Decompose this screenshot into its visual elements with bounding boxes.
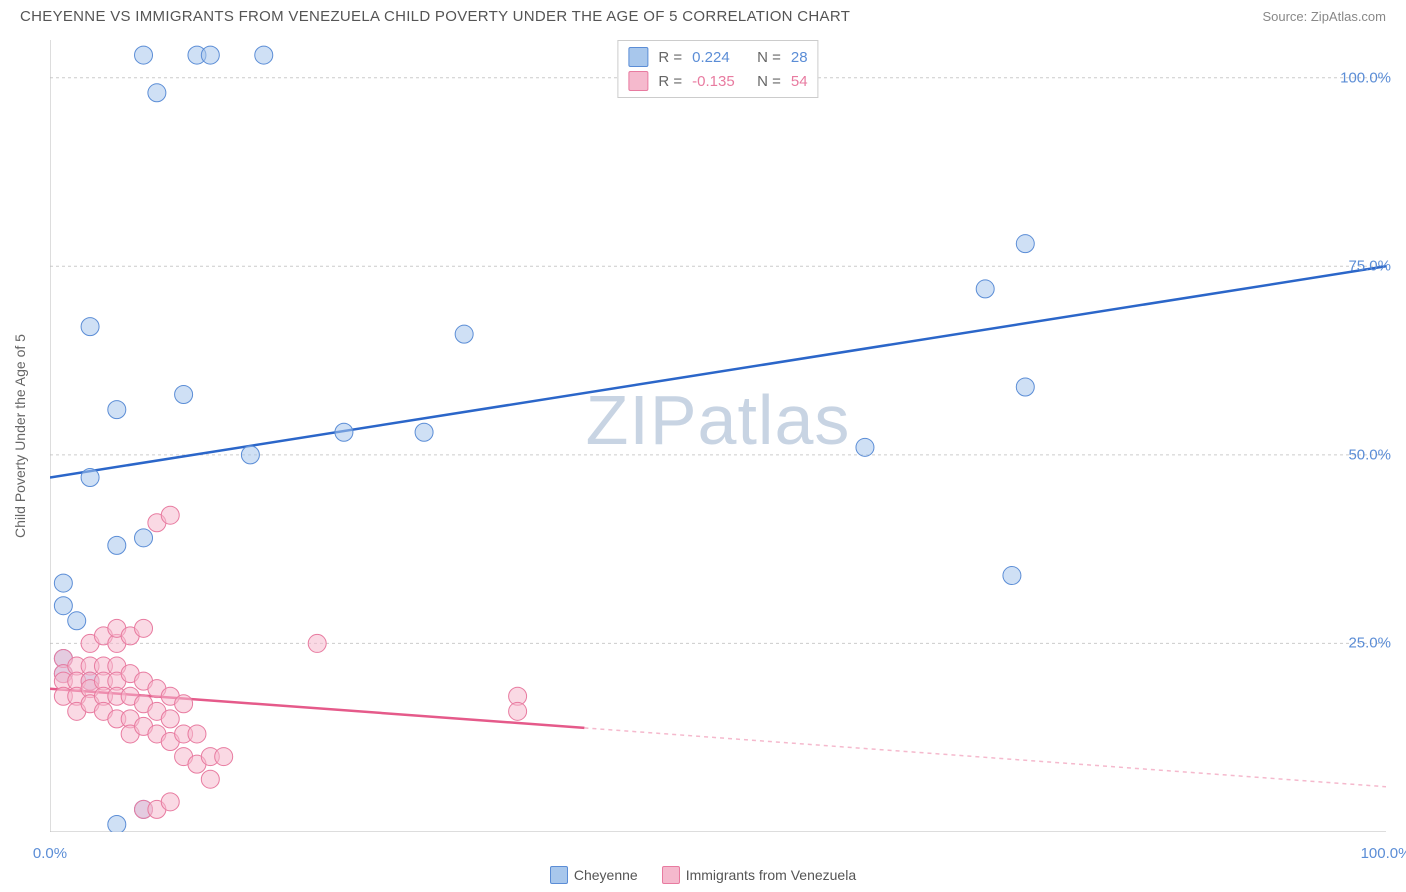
data-point (161, 710, 179, 728)
legend-swatch (550, 866, 568, 884)
data-point (108, 401, 126, 419)
data-point (1016, 235, 1034, 253)
data-point (509, 702, 527, 720)
data-point (161, 793, 179, 811)
data-point (54, 574, 72, 592)
data-point (976, 280, 994, 298)
data-point (81, 468, 99, 486)
legend-label: Cheyenne (574, 867, 638, 883)
stats-legend-row: R = -0.135 N = 54 (628, 69, 807, 93)
stat-r-value: 0.224 (692, 49, 747, 66)
y-tick-label: 25.0% (1348, 635, 1391, 652)
data-point (415, 423, 433, 441)
data-point (201, 770, 219, 788)
data-point (108, 536, 126, 554)
data-point (215, 748, 233, 766)
data-point (241, 446, 259, 464)
chart-area: Child Poverty Under the Age of 5 ZIPatla… (50, 40, 1386, 832)
data-point (54, 597, 72, 615)
stat-r-label: R = (658, 49, 682, 66)
y-tick-label: 75.0% (1348, 258, 1391, 275)
chart-header: CHEYENNE VS IMMIGRANTS FROM VENEZUELA CH… (0, 0, 1406, 25)
stat-r-label: R = (658, 73, 682, 90)
data-point (188, 725, 206, 743)
data-point (455, 325, 473, 343)
x-tick-label: 0.0% (33, 845, 67, 862)
stats-legend-row: R = 0.224 N = 28 (628, 45, 807, 69)
trendline-extrapolated (584, 728, 1386, 787)
y-axis-label: Child Poverty Under the Age of 5 (12, 334, 28, 538)
stat-n-label: N = (757, 49, 781, 66)
data-point (108, 815, 126, 832)
data-point (81, 318, 99, 336)
data-point (175, 386, 193, 404)
stats-legend: R = 0.224 N = 28 R = -0.135 N = 54 (617, 40, 818, 98)
data-point (175, 695, 193, 713)
data-point (308, 634, 326, 652)
data-point (68, 612, 86, 630)
series-legend: Cheyenne Immigrants from Venezuela (0, 866, 1406, 884)
data-point (135, 529, 153, 547)
stat-n-value: 54 (791, 73, 808, 90)
x-tick-label: 100.0% (1361, 845, 1406, 862)
data-point (255, 46, 273, 64)
source-prefix: Source: (1262, 9, 1310, 24)
legend-label: Immigrants from Venezuela (686, 867, 856, 883)
source-link[interactable]: ZipAtlas.com (1311, 9, 1386, 24)
legend-swatch (628, 47, 648, 67)
data-point (201, 46, 219, 64)
source-attribution: Source: ZipAtlas.com (1262, 9, 1386, 24)
data-point (1016, 378, 1034, 396)
stat-n-label: N = (757, 73, 781, 90)
data-point (161, 506, 179, 524)
y-tick-label: 100.0% (1340, 69, 1391, 86)
scatter-plot (50, 40, 1386, 832)
stat-n-value: 28 (791, 49, 808, 66)
data-point (135, 619, 153, 637)
data-point (856, 438, 874, 456)
chart-title: CHEYENNE VS IMMIGRANTS FROM VENEZUELA CH… (20, 8, 850, 25)
data-point (135, 46, 153, 64)
legend-item: Cheyenne (550, 866, 638, 884)
legend-swatch (662, 866, 680, 884)
legend-item: Immigrants from Venezuela (662, 866, 856, 884)
data-point (148, 84, 166, 102)
data-point (335, 423, 353, 441)
legend-swatch (628, 71, 648, 91)
data-point (1003, 567, 1021, 585)
stat-r-value: -0.135 (692, 73, 747, 90)
y-tick-label: 50.0% (1348, 446, 1391, 463)
